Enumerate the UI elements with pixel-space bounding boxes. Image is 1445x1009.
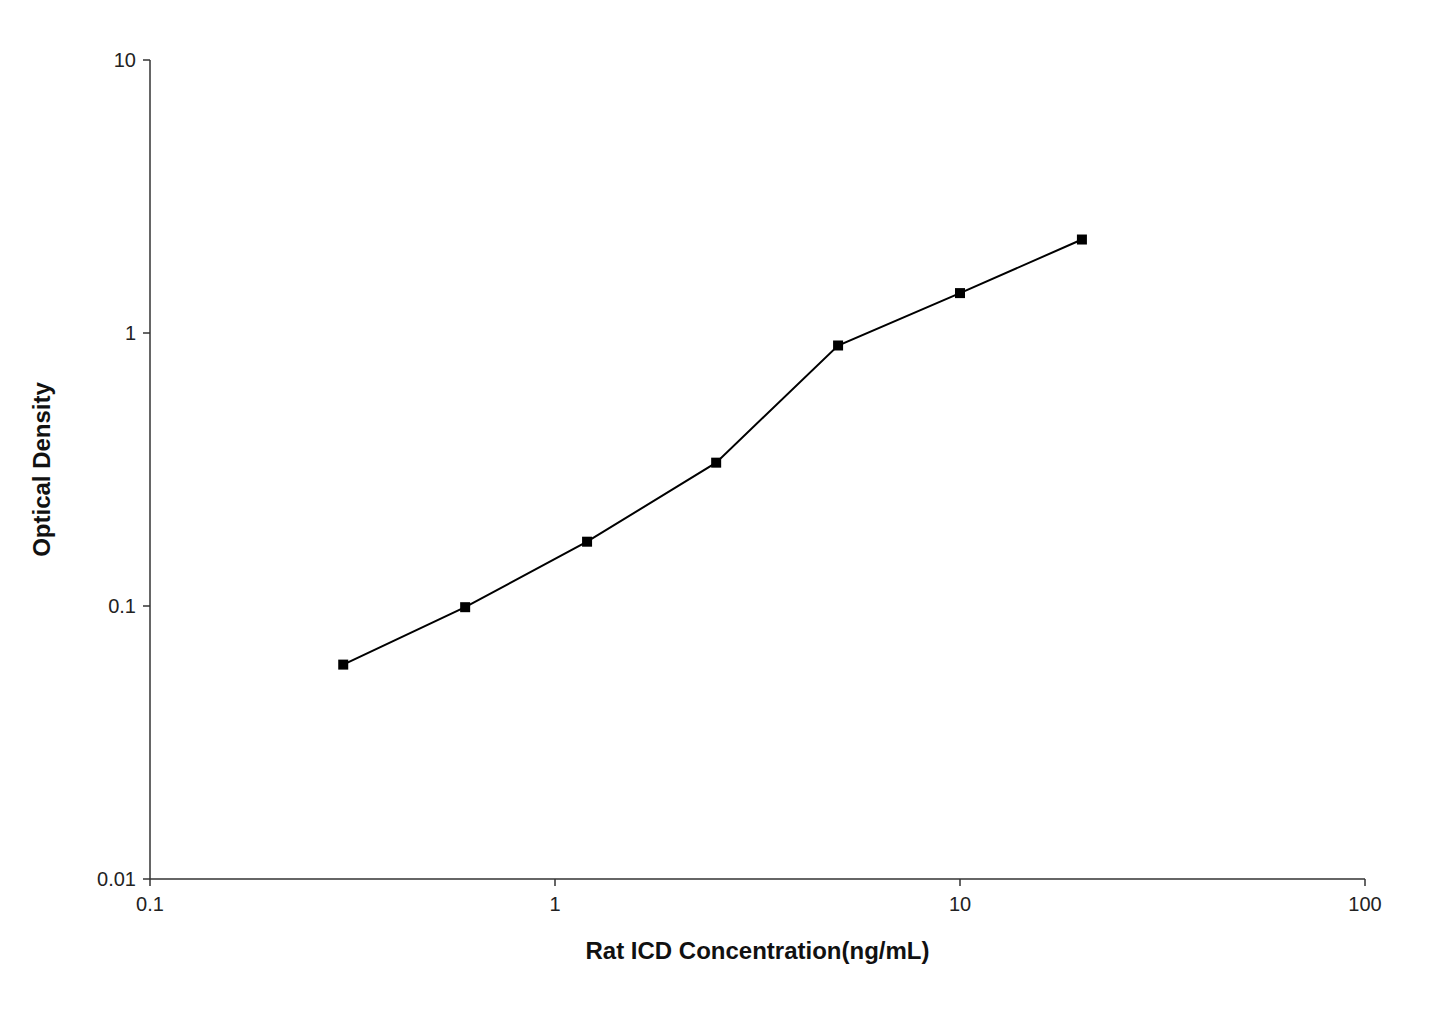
data-line	[343, 240, 1082, 665]
data-point	[1077, 235, 1087, 245]
data-point	[711, 458, 721, 468]
y-tick-label: 1	[125, 322, 136, 344]
y-tick-label: 0.1	[108, 595, 136, 617]
x-tick	[959, 879, 961, 886]
y-tick	[143, 332, 150, 334]
y-tick-label: 0.01	[97, 868, 136, 890]
axes: 0.11101000.010.1110	[97, 49, 1382, 915]
y-axis-label: Optical Density	[28, 381, 55, 556]
data-point	[955, 288, 965, 298]
x-tick	[149, 879, 151, 886]
data-point	[833, 340, 843, 350]
y-axis-line	[149, 60, 151, 879]
x-tick-label: 100	[1348, 893, 1381, 915]
x-axis-label: Rat ICD Concentration(ng/mL)	[586, 937, 930, 964]
chart-container: 0.11101000.010.1110Rat ICD Concentration…	[0, 0, 1445, 1009]
data-point	[338, 660, 348, 670]
x-tick-label: 10	[949, 893, 971, 915]
y-tick-label: 10	[114, 49, 136, 71]
x-axis-line	[150, 878, 1365, 880]
y-tick	[143, 605, 150, 607]
x-tick-label: 1	[549, 893, 560, 915]
x-tick	[1364, 879, 1366, 886]
chart-svg: 0.11101000.010.1110Rat ICD Concentration…	[0, 0, 1445, 1009]
y-tick	[143, 878, 150, 880]
plot-area	[338, 235, 1087, 670]
y-tick	[143, 59, 150, 61]
x-tick	[554, 879, 556, 886]
data-point	[582, 537, 592, 547]
data-point	[460, 602, 470, 612]
x-tick-label: 0.1	[136, 893, 164, 915]
